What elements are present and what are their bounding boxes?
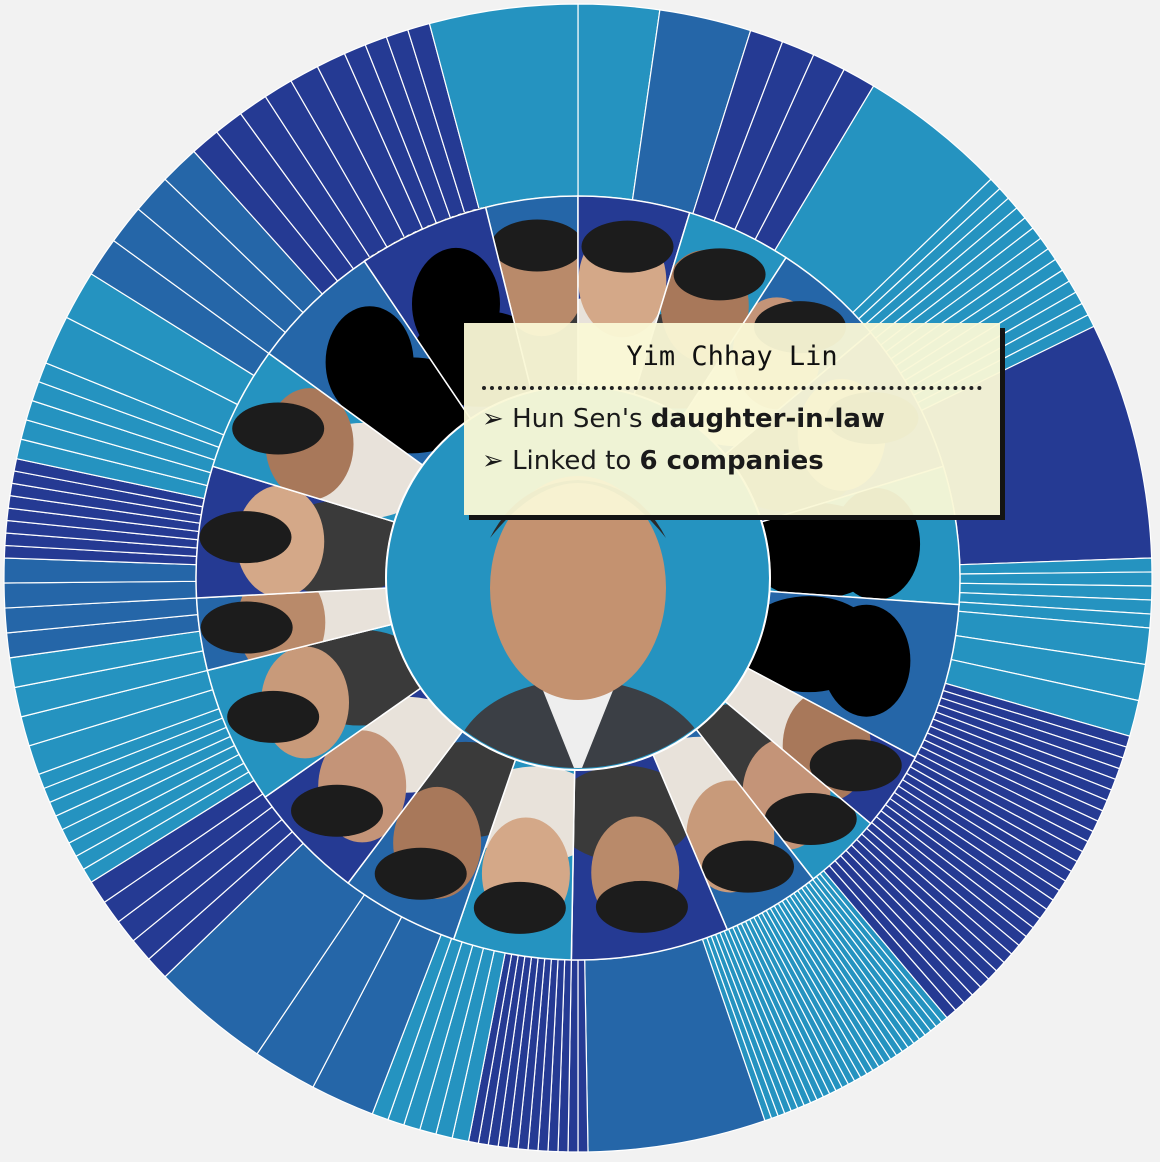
tooltip-companies: ➢ Linked to 6 companies <box>482 446 982 476</box>
person-portrait-icon <box>571 765 694 933</box>
companies-value: 6 companies <box>639 446 824 476</box>
family-member-wedge[interactable] <box>195 465 410 599</box>
family-member-wedge[interactable] <box>739 590 960 759</box>
family-member-wedge[interactable] <box>206 623 429 799</box>
tooltip-name: Yim Chhay Lin <box>482 339 982 390</box>
person-portrait-icon <box>199 485 395 598</box>
tooltip-relation: ➢ Hun Sen's daughter-in-law <box>482 404 982 434</box>
person-portrait-icon <box>227 629 421 759</box>
arrow-bullet-icon: ➢ <box>482 404 504 434</box>
companies-prefix: Linked to <box>512 446 640 476</box>
silhouette-icon <box>761 488 921 601</box>
tooltip: Yim Chhay Lin ➢ Hun Sen's daughter-in-la… <box>464 323 1000 515</box>
silhouette-icon <box>747 596 911 717</box>
relation-prefix: Hun Sen's <box>512 404 651 434</box>
family-member-wedge[interactable] <box>452 758 607 961</box>
family-member-wedge[interactable] <box>554 753 729 961</box>
relation-value: daughter-in-law <box>650 404 885 434</box>
arrow-bullet-icon: ➢ <box>482 446 504 476</box>
person-portrait-icon <box>466 766 575 934</box>
